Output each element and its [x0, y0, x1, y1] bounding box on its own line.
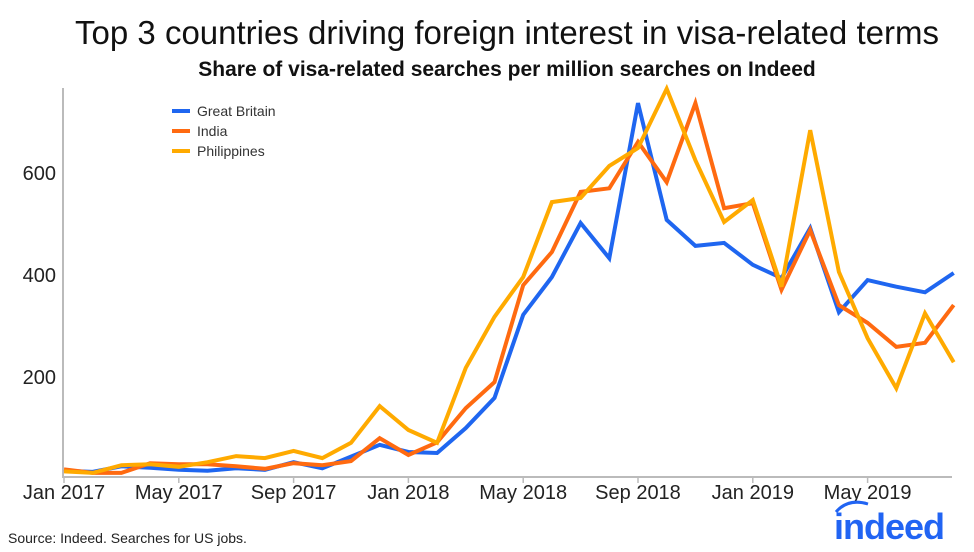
legend: Great Britain India Philippines — [172, 103, 276, 159]
legend-label: Philippines — [197, 143, 265, 159]
x-tick-label: May 2019 — [824, 482, 912, 504]
series-line-india — [63, 96, 956, 475]
legend-label: Great Britain — [197, 103, 276, 119]
x-tick-label: May 2018 — [479, 482, 567, 504]
series-line-philippines — [63, 83, 956, 475]
chart-title: Top 3 countries driving foreign interest… — [75, 14, 939, 51]
x-tick-label: Jan 2017 — [23, 482, 105, 504]
x-tick-label: Jan 2019 — [712, 482, 794, 504]
y-tick-label: 600 — [23, 163, 56, 185]
series-lines — [63, 83, 956, 475]
chart-subtitle: Share of visa-related searches per milli… — [198, 58, 816, 81]
y-tick-label: 400 — [23, 265, 56, 287]
axes — [62, 88, 952, 483]
tick-labels: 200 400 600 Jan 2017 May 2017 Sep 2017 Jan 201… — [23, 163, 912, 504]
logo-arc-icon — [834, 500, 869, 514]
x-tick-label: Sep 2018 — [595, 482, 681, 504]
y-tick-label: 200 — [23, 367, 56, 389]
x-tick-label: May 2017 — [135, 482, 223, 504]
x-tick-label: Sep 2017 — [251, 482, 337, 504]
indeed-logo: indeed — [834, 506, 945, 547]
legend-label: India — [197, 123, 228, 139]
x-tick-label: Jan 2018 — [367, 482, 449, 504]
source-note: Source: Indeed. Searches for US jobs. — [8, 530, 247, 546]
